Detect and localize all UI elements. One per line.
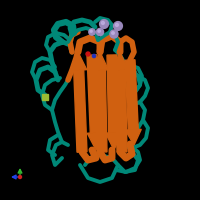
Polygon shape [87,133,103,150]
Polygon shape [95,70,107,152]
Circle shape [18,176,22,178]
Circle shape [98,30,100,32]
Circle shape [90,30,92,32]
Polygon shape [74,70,87,152]
Circle shape [101,21,104,24]
Circle shape [92,54,96,58]
Polygon shape [87,55,100,133]
Bar [42,94,48,100]
Polygon shape [71,52,87,70]
Circle shape [112,32,114,34]
Circle shape [86,52,90,56]
Circle shape [114,22,122,30]
Polygon shape [115,70,127,152]
Circle shape [96,28,104,36]
Circle shape [115,23,118,26]
Polygon shape [125,60,138,130]
Circle shape [100,20,108,28]
Circle shape [110,30,118,38]
Polygon shape [112,52,128,70]
Polygon shape [106,133,122,150]
Polygon shape [125,129,141,145]
Polygon shape [107,55,119,133]
Polygon shape [92,52,108,70]
Circle shape [89,29,95,35]
